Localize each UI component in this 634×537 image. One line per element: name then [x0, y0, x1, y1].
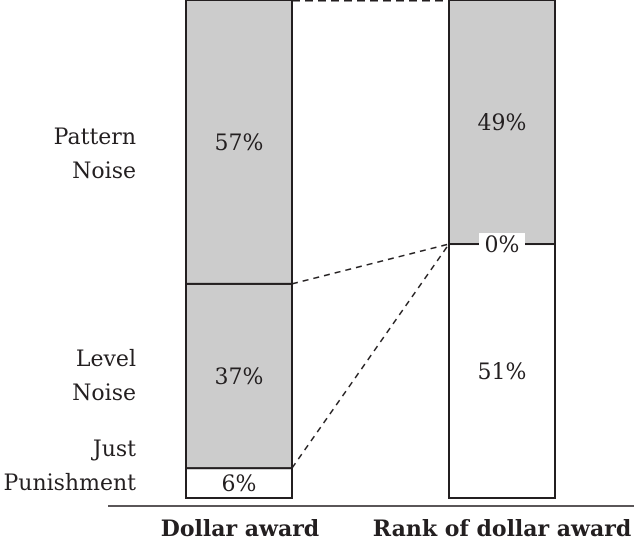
row-label-level-1: Level	[76, 347, 136, 372]
connector-lines	[291, 0, 450, 469]
category-label-rank-of-dollar-award: Rank of dollar award	[373, 516, 631, 537]
bar-rank-of-dollar-award-pattern-noise	[448, 0, 556, 246]
row-label-pattern-2: Noise	[72, 159, 136, 184]
data-label-dollar-award-level-noise: 37%	[215, 365, 264, 390]
category-label-dollar-award: Dollar award	[161, 516, 319, 537]
data-label-rank-of-dollar-award-pattern-noise: 49%	[478, 111, 527, 136]
data-label-dollar-award-pattern-noise: 57%	[215, 131, 264, 156]
connector-just-punishment	[291, 243, 450, 469]
segment-labels: 6% 37% 57% 51% 0% 49%	[215, 111, 527, 497]
row-label-pattern-1: Pattern	[54, 125, 136, 150]
bar-dollar-award-level-noise	[185, 282, 293, 470]
data-label-rank-of-dollar-award-just-punishment: 51%	[478, 360, 527, 385]
row-label-level-2: Noise	[72, 381, 136, 406]
connector-level-noise	[291, 243, 450, 285]
bar-dollar-award-just-punishment	[185, 467, 293, 499]
bar-rank-of-dollar-award-just-punishment	[448, 243, 556, 499]
row-label-just-2: Punishment	[3, 471, 136, 496]
row-label-just-1: Just	[91, 437, 136, 462]
data-label-background	[479, 233, 525, 256]
bars-group	[185, 0, 556, 499]
data-label-dollar-award-just-punishment: 6%	[222, 472, 257, 497]
data-label-rank-of-dollar-award-level-noise: 0%	[485, 233, 520, 258]
bar-dollar-award-pattern-noise	[185, 0, 293, 285]
